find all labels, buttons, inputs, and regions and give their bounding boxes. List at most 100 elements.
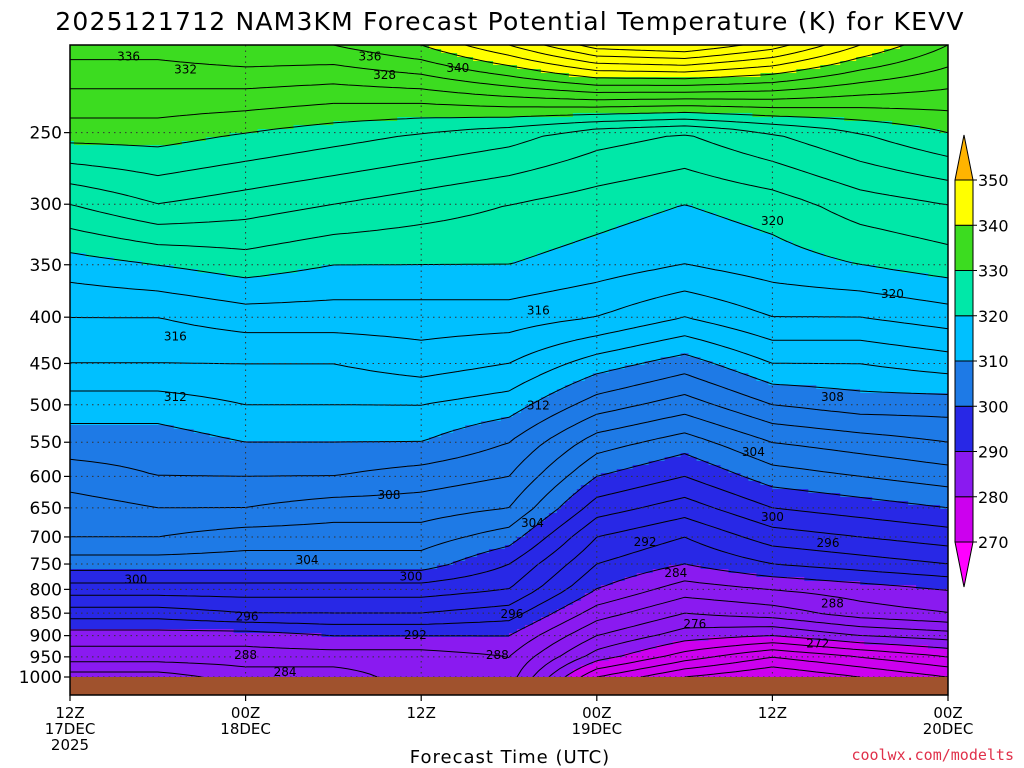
field-cell bbox=[660, 109, 666, 114]
field-cell bbox=[301, 133, 307, 138]
field-cell bbox=[644, 61, 650, 66]
field-cell bbox=[325, 113, 331, 118]
field-cell bbox=[449, 113, 454, 118]
field-cell bbox=[389, 125, 394, 130]
field-cell bbox=[916, 45, 921, 50]
field-cell bbox=[481, 109, 486, 114]
field-cell bbox=[540, 101, 546, 106]
field-cell bbox=[277, 65, 283, 70]
field-cell bbox=[888, 45, 893, 50]
field-cell bbox=[369, 109, 375, 114]
field-cell bbox=[904, 117, 909, 122]
field-cell bbox=[892, 73, 897, 78]
field-cell bbox=[149, 113, 155, 118]
field-cell bbox=[425, 93, 430, 98]
field-cell bbox=[257, 65, 263, 70]
field-cell bbox=[157, 53, 163, 58]
field-cell bbox=[425, 65, 430, 70]
field-cell bbox=[201, 113, 207, 118]
field-cell bbox=[105, 53, 111, 58]
field-cell bbox=[177, 121, 183, 126]
field-cell bbox=[325, 101, 331, 106]
field-cell bbox=[844, 97, 849, 102]
field-cell bbox=[796, 81, 802, 86]
field-cell bbox=[876, 61, 881, 66]
field-cell bbox=[417, 53, 422, 58]
field-cell bbox=[584, 45, 590, 50]
field-cell bbox=[465, 69, 470, 74]
field-cell bbox=[97, 85, 103, 90]
field-cell bbox=[784, 109, 790, 114]
field-cell bbox=[660, 93, 666, 98]
field-cell bbox=[848, 65, 853, 70]
field-cell bbox=[313, 85, 319, 90]
field-cell bbox=[461, 69, 466, 74]
field-cell bbox=[612, 77, 618, 82]
field-cell bbox=[337, 81, 343, 86]
field-cell bbox=[708, 113, 714, 118]
field-cell bbox=[672, 61, 678, 66]
field-cell bbox=[141, 125, 147, 130]
field-cell bbox=[528, 81, 534, 86]
field-cell bbox=[564, 85, 570, 90]
field-cell bbox=[165, 69, 171, 74]
field-cell bbox=[201, 69, 207, 74]
field-cell bbox=[596, 85, 602, 90]
field-cell bbox=[752, 77, 758, 82]
field-cell bbox=[241, 89, 247, 94]
field-cell bbox=[732, 57, 738, 62]
field-cell bbox=[213, 105, 219, 110]
field-cell bbox=[189, 93, 195, 98]
field-cell bbox=[153, 133, 159, 138]
field-cell bbox=[397, 89, 402, 94]
field-cell bbox=[844, 85, 849, 90]
field-cell bbox=[920, 73, 925, 78]
field-cell bbox=[181, 77, 187, 82]
field-cell bbox=[940, 69, 945, 74]
field-cell bbox=[644, 93, 650, 98]
field-cell bbox=[776, 65, 782, 70]
field-cell bbox=[333, 45, 339, 50]
field-cell bbox=[405, 97, 410, 102]
field-cell bbox=[233, 93, 239, 98]
field-cell bbox=[624, 129, 630, 134]
field-cell bbox=[608, 77, 614, 82]
field-cell bbox=[788, 113, 794, 118]
field-cell bbox=[345, 113, 351, 118]
field-cell bbox=[325, 117, 331, 122]
field-cell bbox=[888, 81, 893, 86]
field-cell bbox=[161, 61, 167, 66]
field-cell bbox=[509, 69, 514, 74]
field-cell bbox=[341, 97, 347, 102]
field-cell bbox=[832, 81, 837, 86]
field-cell bbox=[345, 69, 351, 74]
field-cell bbox=[700, 77, 706, 82]
field-cell bbox=[852, 125, 857, 130]
field-cell bbox=[505, 121, 510, 126]
field-cell bbox=[828, 129, 833, 134]
field-cell bbox=[876, 113, 881, 118]
field-cell bbox=[836, 49, 841, 54]
field-cell bbox=[289, 69, 295, 74]
field-cell bbox=[345, 105, 351, 110]
field-cell bbox=[141, 105, 147, 110]
field-cell bbox=[576, 133, 582, 138]
field-cell bbox=[141, 65, 147, 70]
field-cell bbox=[900, 77, 905, 82]
field-cell bbox=[696, 85, 702, 90]
field-cell bbox=[652, 93, 658, 98]
field-cell bbox=[265, 45, 271, 50]
field-cell bbox=[453, 105, 458, 110]
field-cell bbox=[269, 105, 275, 110]
field-cell bbox=[852, 49, 857, 54]
field-cell bbox=[836, 101, 841, 106]
field-cell bbox=[844, 125, 849, 130]
field-cell bbox=[249, 109, 255, 114]
field-cell bbox=[612, 125, 618, 130]
field-cell bbox=[245, 65, 251, 70]
field-cell bbox=[109, 129, 115, 134]
field-cell bbox=[401, 129, 406, 134]
field-cell bbox=[373, 121, 378, 126]
field-cell bbox=[812, 73, 817, 78]
field-cell bbox=[469, 81, 474, 86]
